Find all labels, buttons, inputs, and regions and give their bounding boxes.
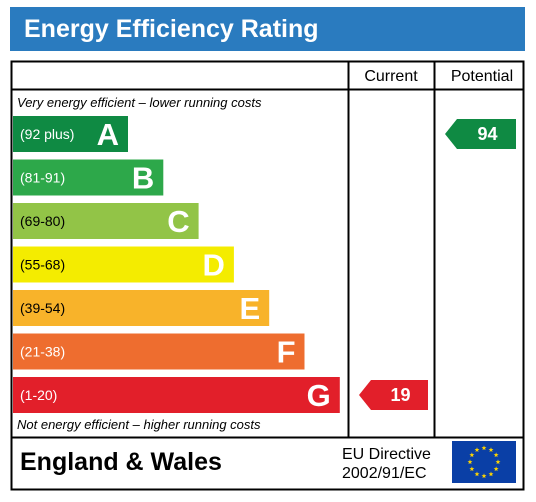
title-bar: Energy Efficiency Rating bbox=[10, 7, 525, 51]
band-range-label: (92 plus) bbox=[20, 126, 74, 142]
eu-star bbox=[488, 471, 494, 477]
band-letter: F bbox=[277, 335, 296, 370]
band-range-label: (21-38) bbox=[20, 344, 65, 360]
band-b: (81-91) B bbox=[13, 159, 164, 196]
potential-rating: 94 bbox=[445, 119, 516, 149]
region-label: England & Wales bbox=[20, 448, 222, 476]
band-bar-f bbox=[13, 333, 305, 370]
band-letter: E bbox=[240, 291, 261, 326]
band-range-label: (69-80) bbox=[20, 213, 65, 229]
eu-star bbox=[474, 447, 480, 452]
top-note: Very energy efficient – lower running co… bbox=[17, 95, 262, 110]
band-range-label: (39-54) bbox=[20, 300, 65, 316]
eu-directive-line1: EU Directive bbox=[342, 446, 431, 463]
eu-star bbox=[488, 447, 494, 452]
eu-star bbox=[469, 452, 475, 458]
band-d: (55-68) D bbox=[13, 246, 234, 283]
eu-star bbox=[493, 466, 499, 472]
band-letter: D bbox=[203, 248, 225, 283]
eu-star bbox=[481, 473, 487, 479]
rating-bands: (92 plus) A (81-91) B (69-80) C (55-68) D (39-54… bbox=[13, 116, 340, 413]
potential-rating-arrow bbox=[445, 119, 516, 149]
eu-flag-icon bbox=[452, 441, 516, 483]
band-letter: G bbox=[307, 378, 331, 413]
band-bar-d bbox=[13, 246, 234, 283]
band-letter: B bbox=[132, 161, 154, 196]
band-f: (21-38) F bbox=[13, 333, 305, 370]
eu-star bbox=[495, 459, 501, 465]
band-letter: A bbox=[97, 117, 119, 152]
band-range-label: (81-91) bbox=[20, 170, 65, 186]
eu-star bbox=[481, 445, 487, 451]
band-range-label: (1-20) bbox=[20, 387, 57, 403]
current-rating: 19 bbox=[359, 380, 428, 410]
band-e: (39-54) E bbox=[13, 290, 270, 326]
band-bar-a bbox=[13, 116, 128, 152]
eu-star bbox=[467, 459, 473, 465]
current-rating-arrow bbox=[359, 380, 428, 410]
band-bar-b bbox=[13, 159, 164, 196]
band-bar-g bbox=[13, 377, 340, 413]
bottom-note: Not energy efficient – higher running co… bbox=[17, 417, 261, 432]
chart-frame bbox=[10, 60, 525, 491]
eu-star bbox=[474, 471, 480, 477]
eu-star bbox=[469, 466, 475, 472]
eu-star bbox=[493, 452, 499, 458]
band-letter: C bbox=[167, 204, 189, 239]
band-g: (1-20) G bbox=[13, 377, 340, 413]
band-a: (92 plus) A bbox=[13, 116, 128, 152]
band-c: (69-80) C bbox=[13, 203, 199, 239]
eu-directive-line2: 2002/91/EC bbox=[342, 465, 427, 482]
potential-rating-value: 94 bbox=[477, 124, 497, 144]
column-header-current: Current bbox=[364, 68, 418, 85]
chart-title: Energy Efficiency Rating bbox=[24, 15, 319, 43]
band-range-label: (55-68) bbox=[20, 257, 65, 273]
band-bar-e bbox=[13, 290, 270, 326]
band-bar-c bbox=[13, 203, 199, 239]
column-header-potential: Potential bbox=[451, 68, 513, 85]
current-rating-value: 19 bbox=[390, 385, 410, 405]
